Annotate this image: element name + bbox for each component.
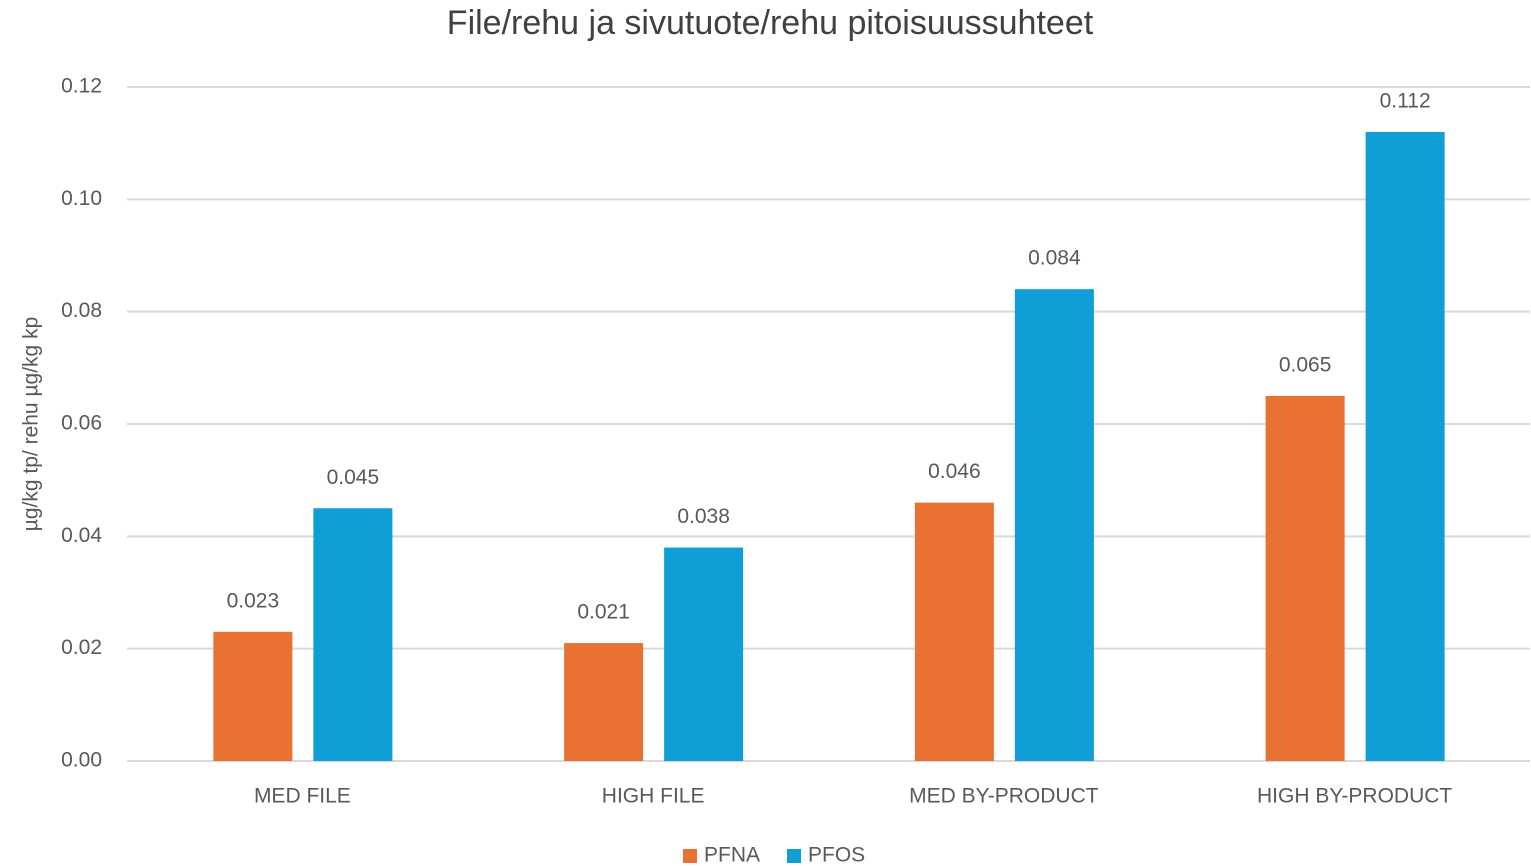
bar	[1014, 289, 1094, 761]
bar	[213, 631, 293, 761]
legend-swatch	[683, 849, 697, 863]
bar	[1265, 395, 1345, 761]
y-tick-label: 0.04	[61, 524, 102, 547]
data-label: 0.046	[928, 460, 981, 483]
y-tick-label: 0.08	[61, 299, 102, 322]
bar	[313, 508, 393, 761]
y-tick-label: 0.12	[61, 75, 102, 98]
data-label: 0.038	[677, 505, 730, 528]
data-label: 0.084	[1028, 247, 1081, 270]
bar	[1365, 131, 1445, 761]
x-tick-label: HIGH FILE	[602, 785, 705, 808]
legend-label: PFOS	[808, 844, 865, 866]
legend-label: PFNA	[704, 844, 760, 866]
data-label: 0.021	[577, 601, 630, 624]
y-tick-label: 0.02	[61, 636, 102, 659]
bar	[914, 502, 994, 761]
data-label: 0.023	[227, 589, 280, 612]
bar	[564, 643, 644, 761]
y-axis-label: µg/kg tp/ rehu µg/kg kp	[20, 317, 43, 531]
data-label: 0.045	[327, 466, 380, 489]
y-tick-label: 0.06	[61, 412, 102, 435]
x-tick-label: MED FILE	[254, 785, 351, 808]
data-label: 0.112	[1380, 89, 1431, 112]
bar	[664, 547, 744, 761]
legend-swatch	[787, 849, 801, 863]
data-label: 0.065	[1279, 353, 1332, 376]
chart-title: File/rehu ja sivutuote/rehu pitoisuussuh…	[447, 4, 1094, 42]
x-tick-label: MED BY-PRODUCT	[909, 785, 1099, 808]
y-tick-label: 0.10	[61, 187, 102, 210]
x-tick-label: HIGH BY-PRODUCT	[1257, 785, 1452, 808]
y-tick-label: 0.00	[61, 749, 102, 772]
